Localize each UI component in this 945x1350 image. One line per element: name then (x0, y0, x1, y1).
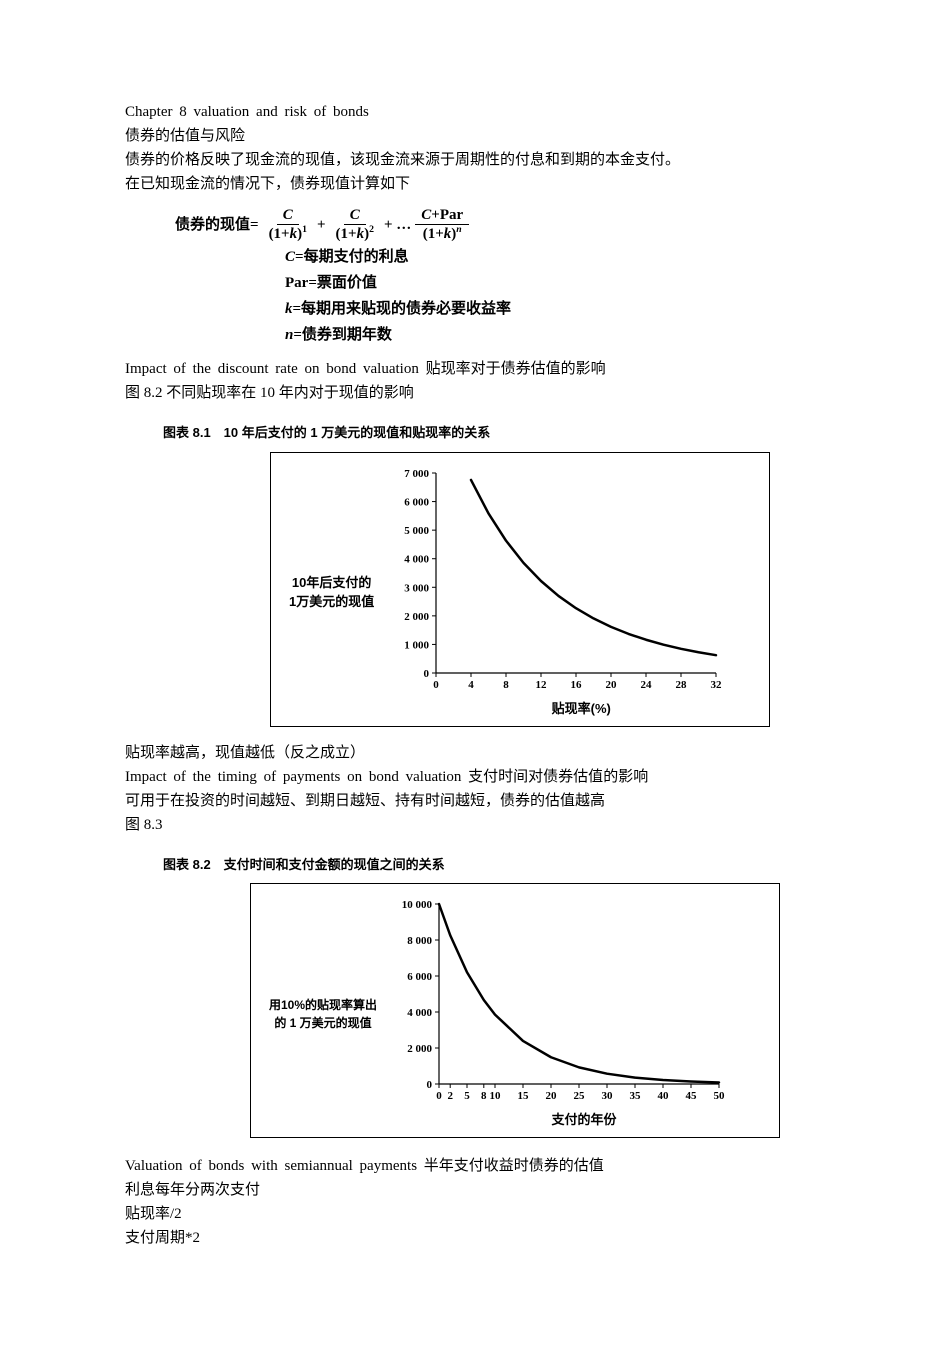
impact-timing-heading: Impact of the timing of payments on bond… (125, 765, 820, 789)
semiannual-heading: Valuation of bonds with semiannual payme… (125, 1154, 820, 1178)
svg-text:0: 0 (424, 668, 430, 680)
svg-text:30: 30 (602, 1090, 614, 1102)
svg-text:25: 25 (574, 1090, 586, 1102)
impact-discount-heading: Impact of the discount rate on bond valu… (125, 357, 820, 381)
intro-p1: 债券的价格反映了现金流的现值，该现金流来源于周期性的付息和到期的本金支付。 (125, 148, 820, 172)
svg-text:35: 35 (630, 1090, 642, 1102)
svg-text:16: 16 (571, 679, 583, 691)
svg-text:0: 0 (427, 1079, 433, 1091)
svg-text:6 000: 6 000 (404, 496, 429, 508)
chart-8-1-xlabel: 贴现率(%) (436, 699, 726, 720)
svg-text:40: 40 (658, 1090, 670, 1102)
svg-text:0: 0 (433, 679, 439, 691)
svg-text:2 000: 2 000 (404, 611, 429, 623)
intro-p2: 在已知现金流的情况下，债券现值计算如下 (125, 172, 820, 196)
chart-8-1-svg: 0 1 000 2 000 3 000 4 000 5 000 6 000 7 000 0 4 8 1… (386, 465, 726, 695)
svg-text:4: 4 (468, 679, 474, 691)
svg-text:20: 20 (546, 1090, 558, 1102)
svg-text:2 000: 2 000 (407, 1043, 432, 1055)
chart-8-1: 10年后支付的 1万美元的现值 0 1 000 2 000 3 000 4 000 5 0… (270, 452, 770, 727)
svg-text:50: 50 (714, 1090, 726, 1102)
svg-text:8: 8 (481, 1090, 487, 1102)
svg-text:28: 28 (676, 679, 688, 691)
svg-text:5 000: 5 000 (404, 525, 429, 537)
chart-8-2-ylabel: 用10%的贴现率算出 的 1 万美元的现值 (269, 996, 377, 1032)
svg-text:45: 45 (686, 1090, 698, 1102)
pv-formula: 债券的现值= C(1+k)1 + C(1+k)2 + … C+Par(1+k)n… (175, 206, 820, 347)
svg-text:32: 32 (711, 679, 723, 691)
timing-note: 可用于在投资的时间越短、到期日越短、持有时间越短，债券的估值越高 (125, 789, 820, 813)
svg-text:20: 20 (606, 679, 618, 691)
svg-text:15: 15 (518, 1090, 530, 1102)
figure-8-3-ref: 图 8.3 (125, 813, 820, 837)
chart-8-2-caption: 图表 8.2 支付时间和支付金额的现值之间的关系 (163, 855, 820, 876)
semiannual-note-1: 利息每年分两次支付 (125, 1178, 820, 1202)
formula-definitions: C=每期支付的利息 Par=票面价值 k=每期用来贴现的债券必要收益率 n=债券… (285, 245, 820, 347)
chart-8-1-caption: 图表 8.1 10 年后支付的 1 万美元的现值和贴现率的关系 (163, 423, 820, 444)
svg-text:10: 10 (490, 1090, 502, 1102)
chart-8-1-ylabel: 10年后支付的 1万美元的现值 (289, 573, 374, 612)
svg-text:4 000: 4 000 (404, 554, 429, 566)
svg-text:10 000: 10 000 (402, 899, 433, 911)
svg-text:3 000: 3 000 (404, 582, 429, 594)
title-cn: 债券的估值与风险 (125, 124, 820, 148)
chart-8-2: 用10%的贴现率算出 的 1 万美元的现值 0 2 000 4 000 6 000 8 … (250, 883, 780, 1138)
svg-text:5: 5 (464, 1090, 470, 1102)
figure-8-2-ref: 图 8.2 不同贴现率在 10 年内对于现值的影响 (125, 381, 820, 405)
chart-8-2-svg: 02 0004 0006 0008 00010 0000258101520253… (389, 896, 729, 1106)
pv-label: 债券的现值= (175, 213, 259, 237)
svg-text:7 000: 7 000 (404, 468, 429, 480)
svg-text:1 000: 1 000 (404, 639, 429, 651)
chart-8-2-xlabel: 支付的年份 (439, 1110, 729, 1131)
semiannual-note-2: 贴现率/2 (125, 1202, 820, 1226)
chart1-conclusion: 贴现率越高，现值越低（反之成立） (125, 741, 820, 765)
semiannual-note-3: 支付周期*2 (125, 1226, 820, 1250)
svg-text:0: 0 (436, 1090, 442, 1102)
chapter-title: Chapter 8 valuation and risk of bonds (125, 100, 820, 124)
svg-text:2: 2 (447, 1090, 453, 1102)
svg-text:6 000: 6 000 (407, 971, 432, 983)
svg-text:24: 24 (641, 679, 653, 691)
svg-text:4 000: 4 000 (407, 1007, 432, 1019)
svg-text:8 000: 8 000 (407, 935, 432, 947)
svg-text:8: 8 (503, 679, 509, 691)
svg-text:12: 12 (536, 679, 548, 691)
